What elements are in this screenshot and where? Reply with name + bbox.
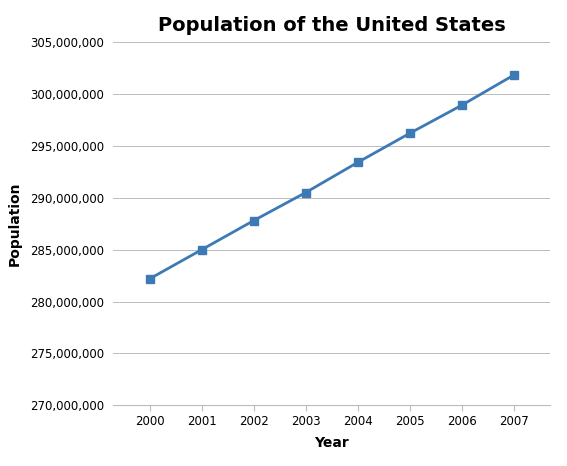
Y-axis label: Population: Population xyxy=(8,181,22,266)
Title: Population of the United States: Population of the United States xyxy=(158,16,506,35)
X-axis label: Year: Year xyxy=(314,437,349,451)
